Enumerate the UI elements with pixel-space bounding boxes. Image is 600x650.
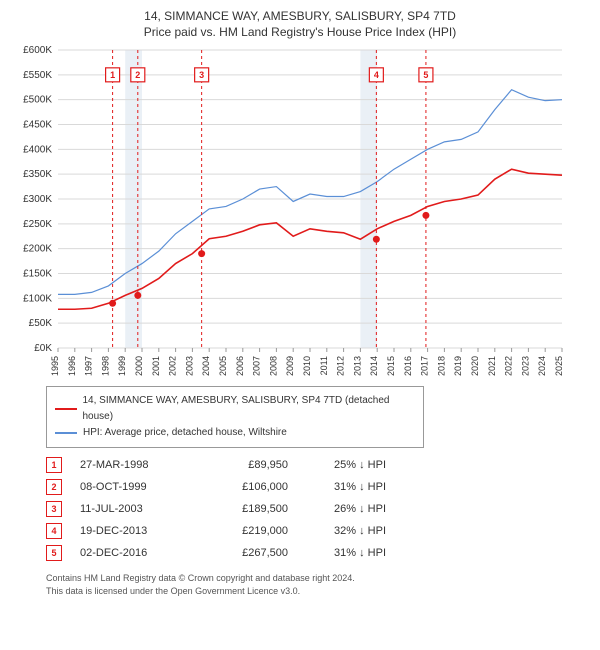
svg-text:£500K: £500K [23,95,52,106]
event-row: 4 19-DEC-2013 £219,000 32% ↓ HPI [46,520,590,542]
footnote-line1: Contains HM Land Registry data © Crown c… [46,572,590,585]
footnote: Contains HM Land Registry data © Crown c… [46,572,590,597]
chart-svg: £0K £50K £100K £150K £200K £250K £300K £350K £40… [10,46,570,376]
svg-text:2000: 2000 [134,356,144,376]
svg-text:2023: 2023 [520,356,530,376]
svg-text:2003: 2003 [184,356,194,376]
event-row: 3 11-JUL-2003 £189,500 26% ↓ HPI [46,498,590,520]
legend: 14, SIMMANCE WAY, AMESBURY, SALISBURY, S… [46,386,424,448]
event-row: 2 08-OCT-1999 £106,000 31% ↓ HPI [46,476,590,498]
svg-text:2007: 2007 [252,356,262,376]
chart-title: 14, SIMMANCE WAY, AMESBURY, SALISBURY, S… [10,8,590,40]
svg-text:1995: 1995 [50,356,60,376]
svg-text:2011: 2011 [319,356,329,375]
svg-text:£150K: £150K [23,269,52,280]
svg-text:£350K: £350K [23,170,52,181]
title-line2: Price paid vs. HM Land Registry's House … [10,24,590,40]
legend-swatch-red [55,408,77,410]
event-date: 02-DEC-2016 [80,547,190,559]
event-price: £89,950 [208,459,288,471]
event-marker: 2 [46,479,62,495]
svg-text:2020: 2020 [470,356,480,376]
event-price: £189,500 [208,503,288,515]
legend-swatch-blue [55,432,77,434]
svg-text:1998: 1998 [100,356,110,376]
legend-row-red: 14, SIMMANCE WAY, AMESBURY, SALISBURY, S… [55,393,415,425]
svg-text:2014: 2014 [369,356,379,376]
svg-text:2009: 2009 [285,356,295,376]
svg-text:2010: 2010 [302,356,312,376]
event-row: 1 27-MAR-1998 £89,950 25% ↓ HPI [46,454,590,476]
svg-text:2005: 2005 [218,356,228,376]
legend-label-red: 14, SIMMANCE WAY, AMESBURY, SALISBURY, S… [83,393,416,425]
event-price: £219,000 [208,525,288,537]
event-marker: 3 [46,501,62,517]
event-hpi: 32% ↓ HPI [306,525,386,537]
svg-text:2012: 2012 [336,356,346,376]
event-hpi: 26% ↓ HPI [306,503,386,515]
svg-text:2002: 2002 [168,356,178,376]
legend-label-blue: HPI: Average price, detached house, Wilt… [83,425,287,441]
svg-text:2021: 2021 [487,356,497,376]
event-date: 08-OCT-1999 [80,481,190,493]
svg-text:3: 3 [199,70,204,80]
svg-text:£50K: £50K [29,319,53,330]
svg-text:£600K: £600K [23,46,52,56]
svg-text:£550K: £550K [23,70,52,81]
svg-text:2022: 2022 [504,356,514,376]
svg-text:1999: 1999 [117,356,127,376]
svg-text:4: 4 [374,70,379,80]
svg-text:£0K: £0K [34,343,52,354]
svg-text:1997: 1997 [84,356,94,376]
event-hpi: 31% ↓ HPI [306,547,386,559]
svg-text:£400K: £400K [23,145,52,156]
svg-text:£100K: £100K [23,294,52,305]
event-date: 27-MAR-1998 [80,459,190,471]
svg-text:£300K: £300K [23,194,52,205]
svg-text:5: 5 [423,70,428,80]
event-hpi: 31% ↓ HPI [306,481,386,493]
svg-text:2024: 2024 [537,356,547,376]
svg-text:2015: 2015 [386,356,396,376]
svg-text:1996: 1996 [67,356,77,376]
svg-text:2008: 2008 [268,356,278,376]
event-date: 11-JUL-2003 [80,503,190,515]
svg-text:£450K: £450K [23,120,52,131]
footnote-line2: This data is licensed under the Open Gov… [46,585,590,598]
event-date: 19-DEC-2013 [80,525,190,537]
event-row: 5 02-DEC-2016 £267,500 31% ↓ HPI [46,542,590,564]
svg-text:2025: 2025 [554,356,564,376]
event-marker: 1 [46,457,62,473]
event-hpi: 25% ↓ HPI [306,459,386,471]
svg-text:2: 2 [135,70,140,80]
svg-text:1: 1 [110,70,115,80]
svg-text:£250K: £250K [23,219,52,230]
legend-row-blue: HPI: Average price, detached house, Wilt… [55,425,415,441]
svg-text:2004: 2004 [201,356,211,376]
svg-text:2006: 2006 [235,356,245,376]
svg-text:2016: 2016 [403,356,413,376]
event-marker: 5 [46,545,62,561]
svg-text:2001: 2001 [151,356,161,376]
svg-text:2018: 2018 [436,356,446,376]
event-price: £106,000 [208,481,288,493]
svg-text:2017: 2017 [420,356,430,376]
price-chart: £0K £50K £100K £150K £200K £250K £300K £350K £40… [10,46,590,376]
svg-text:2019: 2019 [453,356,463,376]
title-line1: 14, SIMMANCE WAY, AMESBURY, SALISBURY, S… [10,8,590,24]
svg-text:£200K: £200K [23,244,52,255]
events-table: 1 27-MAR-1998 £89,950 25% ↓ HPI 2 08-OCT-1999… [46,454,590,564]
event-price: £267,500 [208,547,288,559]
svg-text:2013: 2013 [352,356,362,376]
event-marker: 4 [46,523,62,539]
